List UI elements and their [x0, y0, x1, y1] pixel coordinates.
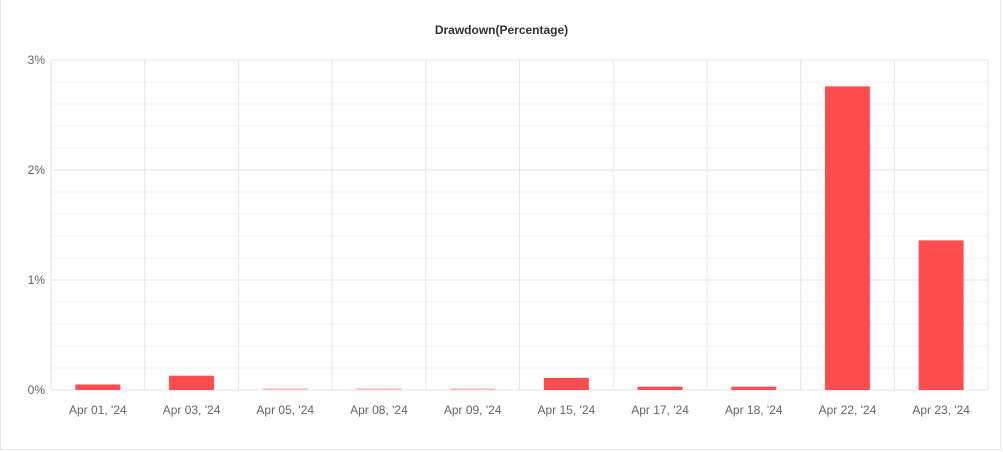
x-tick-label: Apr 22, '24 — [819, 403, 877, 417]
bar[interactable] — [918, 240, 964, 390]
y-axis-ticks: 0% 1% 2% 3% — [28, 53, 46, 397]
bar[interactable] — [75, 384, 121, 391]
bar[interactable] — [356, 388, 402, 391]
bar[interactable] — [731, 386, 777, 390]
y-tick-label: 3% — [28, 53, 46, 67]
y-tick-label: 0% — [28, 383, 46, 397]
bar[interactable] — [824, 86, 870, 391]
chart-title: Drawdown(Percentage) — [434, 23, 569, 37]
x-tick-label: Apr 23, '24 — [912, 403, 970, 417]
bar-layer — [75, 86, 964, 391]
x-tick-label: Apr 17, '24 — [631, 403, 689, 417]
x-tick-label: Apr 05, '24 — [256, 403, 314, 417]
x-tick-label: Apr 08, '24 — [350, 403, 408, 417]
bar[interactable] — [450, 388, 496, 391]
y-tick-label: 2% — [28, 163, 46, 177]
x-tick-label: Apr 18, '24 — [725, 403, 783, 417]
bar[interactable] — [262, 388, 308, 391]
x-axis-ticks: Apr 01, '24 Apr 03, '24 Apr 05, '24 Apr 08,… — [69, 403, 970, 417]
y-tick-label: 1% — [28, 273, 46, 287]
bar[interactable] — [543, 377, 589, 390]
x-tick-label: Apr 15, '24 — [538, 403, 596, 417]
bar[interactable] — [169, 375, 215, 390]
x-tick-label: Apr 03, '24 — [163, 403, 221, 417]
bar[interactable] — [637, 386, 683, 390]
x-tick-label: Apr 01, '24 — [69, 403, 127, 417]
x-tick-label: Apr 09, '24 — [444, 403, 502, 417]
